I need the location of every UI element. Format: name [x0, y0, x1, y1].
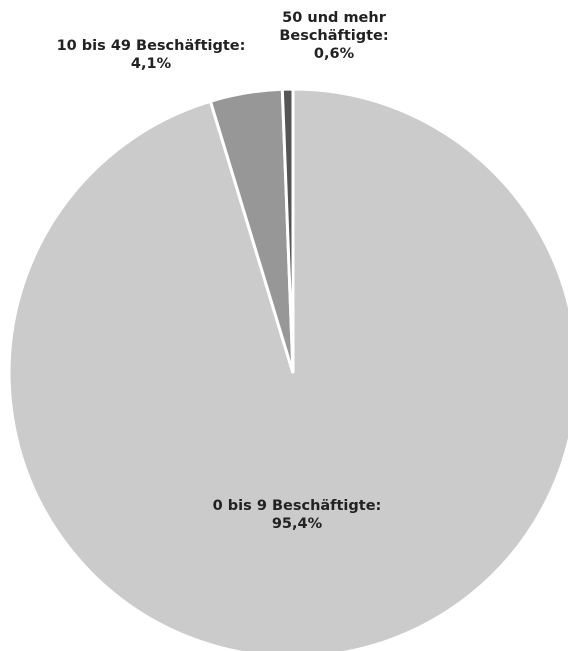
pie-slice-50-plus [280, 87, 295, 374]
pie-labels: 0 bis 9 Beschäftigte: 95,4% 10 bis 49 Besc… [57, 10, 389, 532]
label-0-9-line-1: 0 bis 9 Beschäftigte: [213, 498, 382, 514]
label-50-plus-line-2: Beschäftigte: [279, 28, 388, 44]
label-0-9-line-2: 95,4% [272, 516, 323, 532]
label-50-plus: 50 und mehr Beschäftigte: 0,6% [279, 10, 388, 62]
pie-slice-0-9 [7, 87, 568, 651]
label-50-plus-line-1: 50 und mehr [282, 10, 387, 26]
label-10-49: 10 bis 49 Beschäftigte: 4,1% [57, 38, 246, 72]
pie-slices [7, 87, 568, 651]
label-10-49-line-2: 4,1% [131, 56, 172, 72]
label-10-49-line-1: 10 bis 49 Beschäftigte: [57, 38, 246, 54]
label-50-plus-line-3: 0,6% [314, 46, 355, 62]
label-0-9: 0 bis 9 Beschäftigte: 95,4% [213, 498, 382, 532]
